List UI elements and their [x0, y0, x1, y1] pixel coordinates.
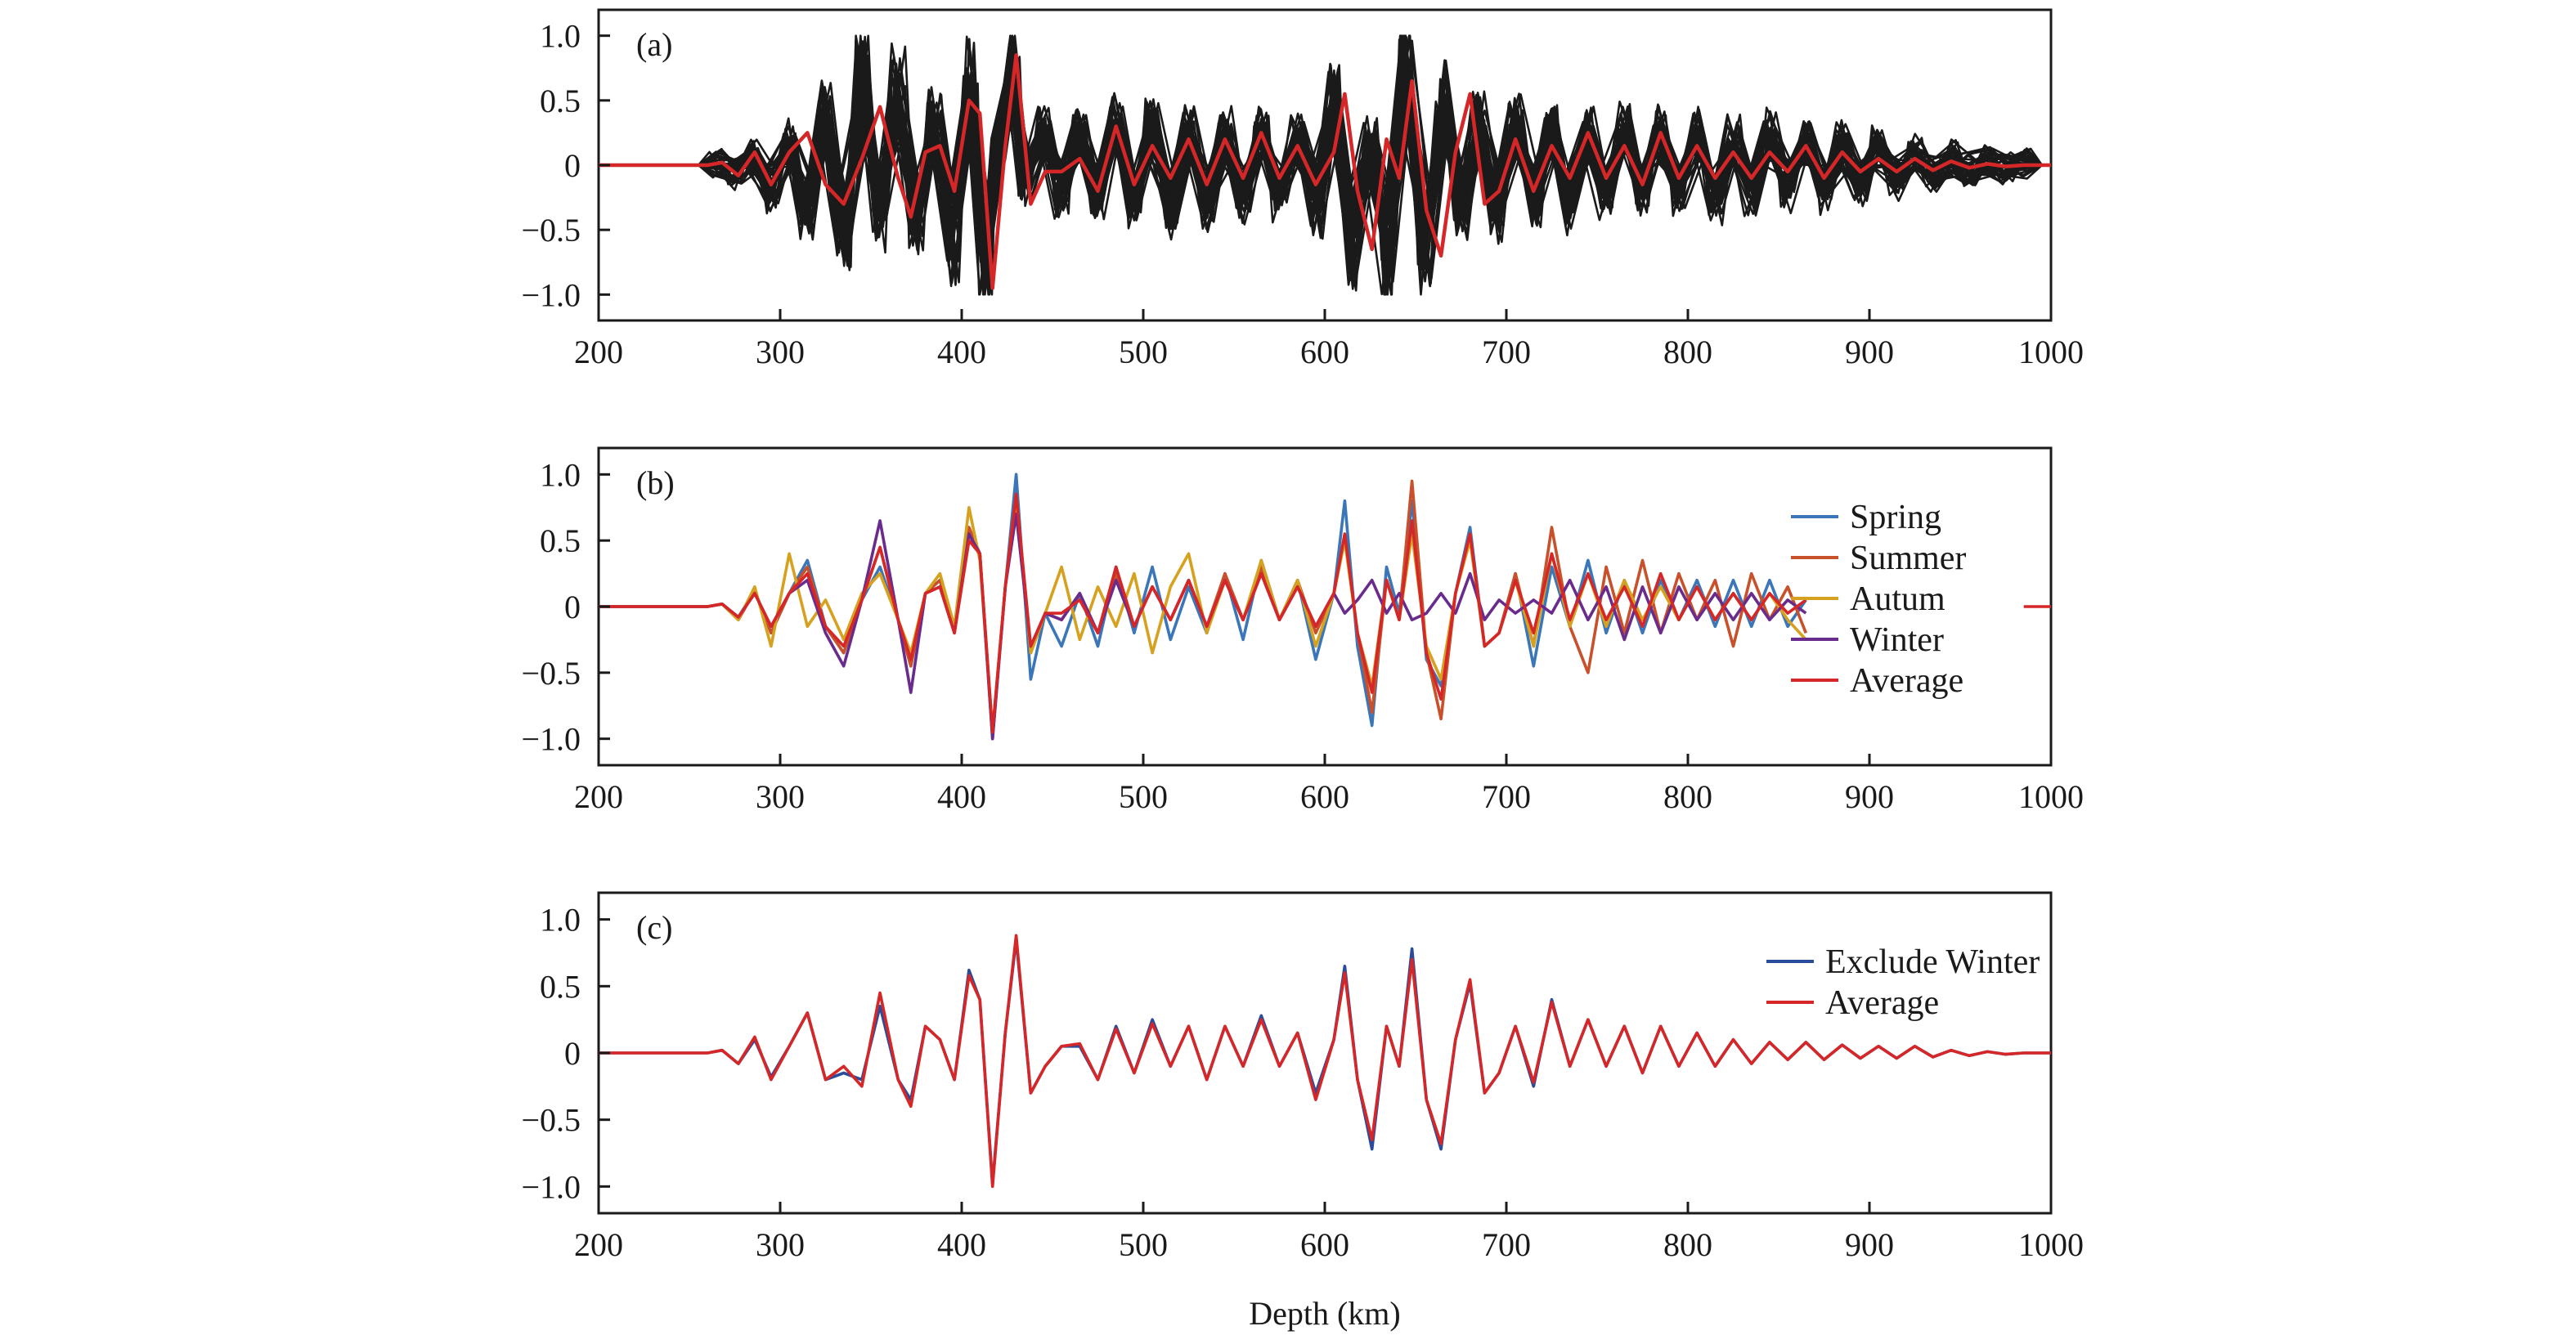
legend-entry: Summer — [1850, 540, 1966, 577]
x-tick-label: 400 — [937, 334, 986, 370]
x-tick-label: 1000 — [2018, 778, 2084, 815]
x-tick-label: 700 — [1482, 1226, 1531, 1263]
y-tick-label: −0.5 — [521, 655, 581, 692]
x-tick-label: 600 — [1300, 1226, 1349, 1263]
series-layer — [599, 473, 2051, 741]
legend-entry: Exclude Winter — [1825, 943, 2040, 981]
y-tick-label: −0.5 — [521, 1102, 581, 1139]
legend-entry: Average — [1850, 662, 1963, 700]
series-layer — [599, 934, 2051, 1189]
x-tick-label: 300 — [756, 778, 805, 815]
y-tick-label: −1.0 — [521, 721, 581, 758]
x-tick-label: 200 — [574, 778, 623, 815]
x-tick-label: 900 — [1845, 334, 1894, 370]
x-tick-label: 700 — [1482, 778, 1531, 815]
panel-b: 200 300 400 500 600 700 800 900 1000 −1.0 −0.5 0 0.5… — [521, 446, 2084, 815]
panel-label: (b) — [636, 464, 675, 501]
y-tick-label: 0 — [564, 147, 581, 184]
trace-line — [599, 63, 2051, 296]
x-tick-label: 800 — [1663, 778, 1712, 815]
x-axis-title: Depth (km) — [1249, 1295, 1401, 1332]
panel-c: 200 300 400 500 600 700 800 900 1000 −1.0 −0.5 0 0.5… — [521, 891, 2084, 1263]
x-tick-label: 200 — [574, 334, 623, 370]
legend-entry: Spring — [1850, 499, 1941, 536]
y-tick-label: −1.0 — [521, 276, 581, 313]
x-tick-label: 900 — [1845, 1226, 1894, 1263]
y-tick-label: 1.0 — [540, 902, 581, 939]
x-tick-label: 600 — [1300, 778, 1349, 815]
y-tick-label: 0.5 — [540, 83, 581, 119]
x-tick-label: 400 — [937, 778, 986, 815]
x-tick-label: 800 — [1663, 334, 1712, 370]
x-tick-label: 200 — [574, 1226, 623, 1263]
y-tick-label: 0.5 — [540, 968, 581, 1005]
x-tick-label: 1000 — [2018, 334, 2084, 370]
series-line-average — [599, 492, 1807, 734]
x-tick-label: 1000 — [2018, 1226, 2084, 1263]
x-tick-label: 700 — [1482, 334, 1531, 370]
y-tick-label: −1.0 — [521, 1168, 581, 1205]
y-tick-label: 1.0 — [540, 456, 581, 493]
x-tick-label: 500 — [1119, 778, 1168, 815]
y-tick-label: 0 — [564, 589, 581, 625]
y-tick-label: 1.0 — [540, 18, 581, 55]
x-tick-label: 300 — [756, 334, 805, 370]
series-line-mean — [599, 53, 2051, 290]
x-tick-label: 500 — [1119, 1226, 1168, 1263]
series-layer — [599, 34, 2051, 296]
x-tick-label: 400 — [937, 1226, 986, 1263]
legend-entry: Autum — [1850, 580, 1945, 618]
x-tick-label: 300 — [756, 1226, 805, 1263]
legend-entry: Winter — [1850, 621, 1944, 659]
x-tick-label: 800 — [1663, 1226, 1712, 1263]
panel-label: (c) — [636, 909, 672, 946]
x-tick-label: 600 — [1300, 334, 1349, 370]
x-tick-label: 500 — [1119, 334, 1168, 370]
x-tick-label: 900 — [1845, 778, 1894, 815]
legend-entry: Average — [1825, 984, 1939, 1022]
panel-a: 200 300 400 500 600 700 800 900 1000 −1.0 −0.5 0 0.5… — [521, 8, 2084, 370]
y-tick-label: −0.5 — [521, 212, 581, 249]
y-tick-label: 0.5 — [540, 522, 581, 559]
y-tick-label: 0 — [564, 1035, 581, 1072]
series-line-average — [599, 934, 2051, 1189]
panel-label: (a) — [636, 26, 672, 63]
